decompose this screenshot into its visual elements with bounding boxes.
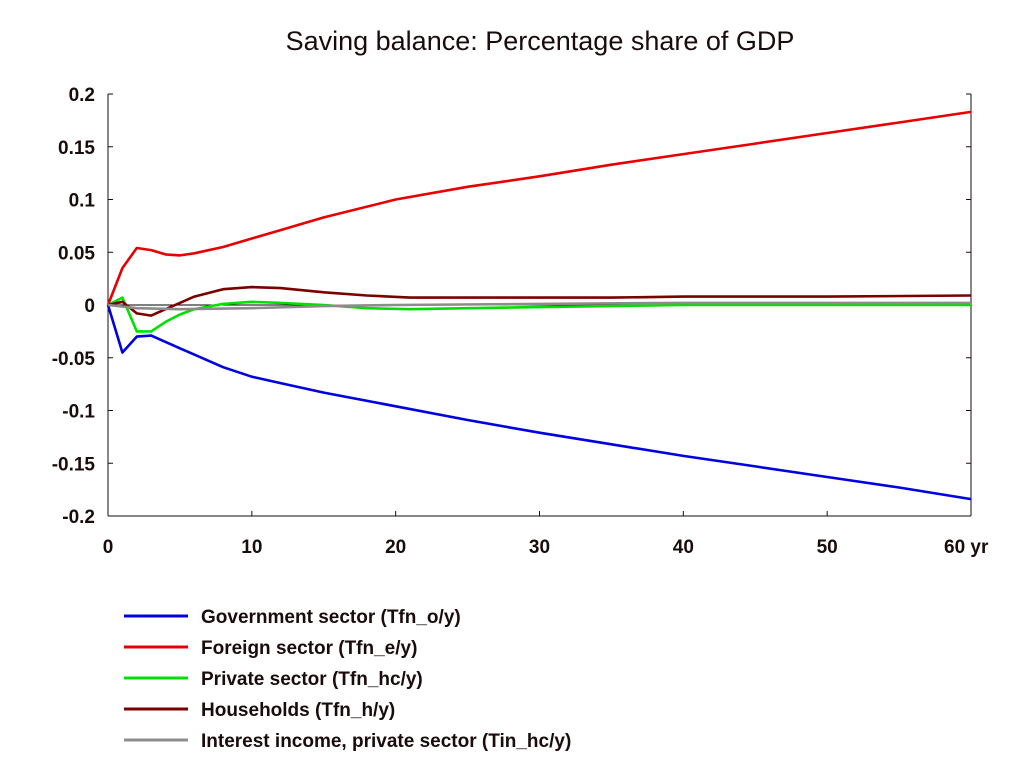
x-tick-label: 20: [385, 537, 406, 558]
legend-label-3: Households (Tfn_h/y): [201, 700, 395, 721]
y-tick-label: 0.1: [69, 191, 96, 212]
series-line-3: [107, 285, 972, 317]
legend-label-2: Private sector (Tfn_hc/y): [201, 669, 423, 690]
chart-title: Saving balance: Percentage share of GDP: [286, 26, 795, 56]
series-line-0: [106, 304, 972, 501]
y-tick-label: -0.1: [62, 402, 95, 423]
series-line-2: [107, 296, 971, 333]
y-tick-label: -0.15: [52, 454, 96, 475]
y-tick-label: 0.2: [69, 85, 95, 106]
x-tick-label: 30: [529, 537, 550, 558]
legend-label-0: Government sector (Tfn_o/y): [201, 607, 461, 628]
legend: Government sector (Tfn_o/y) Foreign secto…: [124, 607, 571, 752]
x-tick-label: 40: [673, 537, 694, 558]
y-tick-label: 0.15: [58, 138, 95, 159]
x-tick-label: 60 yr: [944, 537, 989, 558]
y-tick-label: 0.05: [58, 243, 95, 264]
series-line-1: [106, 110, 972, 306]
plot-area: [106, 110, 972, 501]
y-tick-label: -0.05: [52, 349, 96, 370]
legend-label-1: Foreign sector (Tfn_e/y): [201, 638, 417, 659]
y-tick-label: 0: [84, 296, 95, 317]
x-tick-label: 0: [103, 537, 114, 558]
x-tick-label: 50: [817, 537, 838, 558]
y-axis: 0.2 0.15 0.1 0.05 0 -0.05 -0.1 -0.15 -0.2: [52, 85, 971, 528]
series-line-4: [107, 301, 971, 311]
y-tick-label: -0.2: [62, 507, 95, 528]
x-tick-label: 10: [241, 537, 262, 558]
x-axis: 0 10 20 30 40 50 60 yr: [103, 511, 989, 558]
legend-label-4: Interest income, private sector (Tin_hc/…: [201, 731, 571, 752]
